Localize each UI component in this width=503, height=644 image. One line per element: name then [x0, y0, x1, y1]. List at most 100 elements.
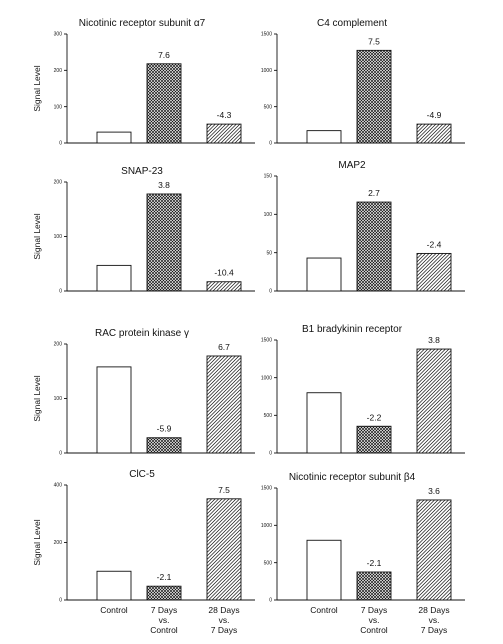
- y-tick-label: 100: [264, 212, 273, 218]
- bar-7-days: [146, 63, 182, 144]
- data-label: -4.3: [217, 110, 232, 120]
- data-label: -10.4: [214, 268, 234, 278]
- x-category-label: Control: [100, 605, 128, 615]
- chart-title: RAC protein kinase γ: [95, 328, 189, 339]
- x-category-label: 7 Days: [361, 605, 387, 615]
- bar-28-days: [416, 123, 452, 144]
- y-tick-label: 400: [54, 483, 63, 489]
- y-axis-label: Signal Level: [32, 213, 42, 259]
- bar-7-days: [146, 193, 182, 292]
- x-category-label: vs.: [369, 615, 380, 625]
- x-category-label: 28 Days: [418, 605, 449, 615]
- bar-control: [96, 264, 132, 292]
- chart-panel-1: Nicotinic receptor subunit α7 Signal Leve…: [32, 18, 255, 147]
- chart-panel-7: ClC-5 Signal Level 0 200 400 -2.1 7.5: [32, 469, 255, 604]
- chart-title: SNAP-23: [121, 166, 163, 177]
- y-tick-label: 50: [266, 250, 272, 256]
- y-tick-label: 0: [269, 451, 272, 457]
- y-tick-label: 1500: [261, 486, 272, 492]
- y-tick-label: 150: [264, 174, 273, 180]
- x-category-label: 7 Days: [211, 625, 237, 635]
- data-label: -2.1: [157, 572, 172, 582]
- x-category-label: vs.: [159, 615, 170, 625]
- bar-control: [96, 131, 132, 144]
- data-label: 7.5: [368, 36, 380, 46]
- bar-28-days: [206, 355, 242, 454]
- y-tick-label: 0: [59, 289, 62, 295]
- x-category-label: Control: [360, 625, 388, 635]
- chart-title: B1 bradykinin receptor: [302, 324, 403, 335]
- y-tick-label: 500: [264, 104, 273, 110]
- x-category-label: 28 Days: [208, 605, 239, 615]
- y-axis-label: Signal Level: [32, 65, 42, 111]
- data-label: -2.1: [367, 558, 382, 568]
- data-label: -2.2: [367, 412, 382, 422]
- y-tick-label: 500: [264, 413, 273, 419]
- bar-28-days: [206, 123, 242, 144]
- data-label: -5.9: [157, 424, 172, 434]
- bar-control: [306, 392, 342, 454]
- bar-28-days: [416, 348, 452, 454]
- y-axis-label: Signal Level: [32, 375, 42, 421]
- bar-control: [96, 366, 132, 454]
- y-tick-label: 0: [269, 141, 272, 147]
- bar-28-days: [416, 499, 452, 601]
- chart-panel-8: Nicotinic receptor subunit β4 0 500 1000 150…: [261, 472, 465, 604]
- y-tick-label: 200: [54, 68, 63, 74]
- chart-panel-2: C4 complement 0 500 1000 1500 7.5 -4.9: [261, 18, 465, 147]
- bar-28-days: [206, 281, 242, 292]
- chart-panel-5: RAC protein kinase γ Signal Level 0 100 200 -…: [32, 328, 255, 457]
- y-tick-label: 0: [269, 289, 272, 295]
- x-category-label: vs.: [429, 615, 440, 625]
- data-label: 7.6: [158, 50, 170, 60]
- y-tick-label: 100: [54, 104, 63, 110]
- y-tick-label: 1500: [261, 338, 272, 344]
- y-tick-label: 1500: [261, 32, 272, 38]
- bar-7-days: [146, 585, 182, 601]
- y-tick-label: 200: [54, 540, 63, 546]
- x-category-label: 7 Days: [151, 605, 177, 615]
- data-label: 3.8: [428, 335, 440, 345]
- data-label: 3.8: [158, 180, 170, 190]
- bar-28-days: [416, 252, 452, 292]
- y-tick-label: 100: [54, 234, 63, 240]
- y-axis-label: Signal Level: [32, 519, 42, 565]
- y-tick-label: 0: [59, 598, 62, 604]
- chart-title: Nicotinic receptor subunit α7: [79, 18, 206, 29]
- bar-28-days: [206, 498, 242, 601]
- bar-7-days: [356, 49, 392, 144]
- chart-panel-4: MAP2 0 50 100 150 2.7 -2.4: [264, 160, 465, 295]
- chart-title: ClC-5: [129, 469, 155, 480]
- bar-7-days: [146, 437, 182, 454]
- data-label: -2.4: [427, 239, 442, 249]
- bar-7-days: [356, 425, 392, 454]
- chart-title: C4 complement: [317, 18, 387, 29]
- y-tick-label: 300: [54, 32, 63, 38]
- y-tick-label: 0: [59, 141, 62, 147]
- bar-7-days: [356, 201, 392, 292]
- bar-control: [306, 539, 342, 601]
- data-label: 6.7: [218, 342, 230, 352]
- y-tick-label: 0: [59, 451, 62, 457]
- y-tick-label: 0: [269, 598, 272, 604]
- x-category-label: 7 Days: [421, 625, 447, 635]
- chart-panel-6: B1 bradykinin receptor 0 500 1000 1500 -2.2 3.…: [261, 324, 465, 457]
- data-label: 7.5: [218, 485, 230, 495]
- x-category-label: vs.: [219, 615, 230, 625]
- bar-7-days: [356, 571, 392, 601]
- bar-control: [306, 130, 342, 144]
- chart-title: MAP2: [338, 160, 366, 171]
- x-category-label: Control: [150, 625, 178, 635]
- x-category-label: Control: [310, 605, 338, 615]
- bar-control: [306, 257, 342, 292]
- y-tick-label: 1000: [261, 68, 272, 74]
- y-tick-label: 100: [54, 396, 63, 402]
- data-label: 3.6: [428, 486, 440, 496]
- y-tick-label: 1000: [261, 523, 272, 529]
- data-label: 2.7: [368, 188, 380, 198]
- y-tick-label: 500: [264, 560, 273, 566]
- data-label: -4.9: [427, 110, 442, 120]
